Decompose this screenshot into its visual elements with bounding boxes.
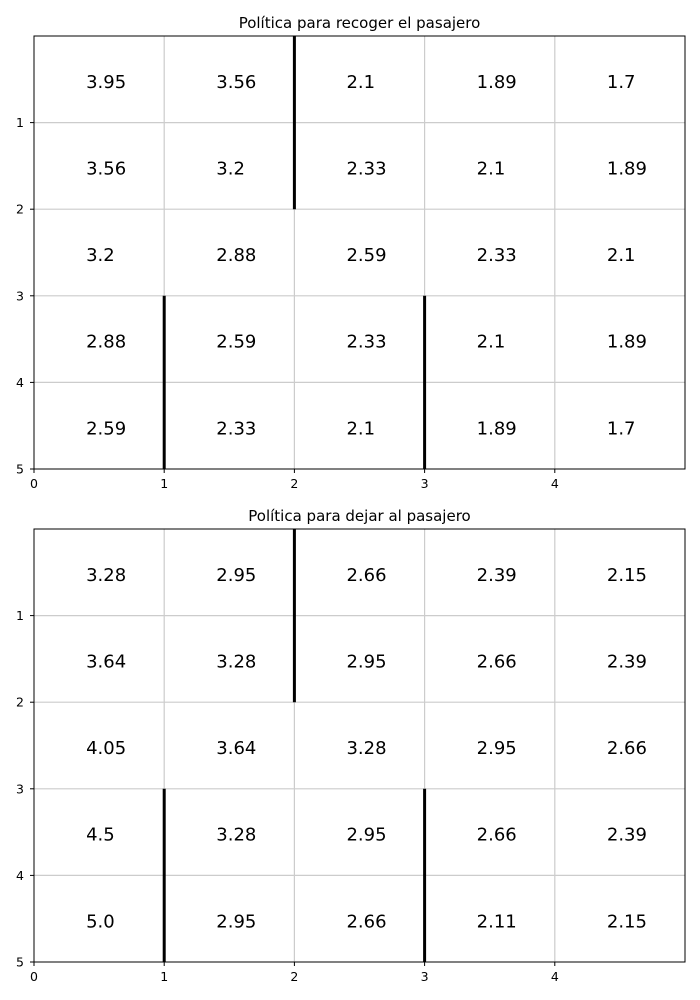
cell-value: 2.95 [346,825,386,846]
cell-value: 2.95 [216,911,256,932]
cell-value: 2.59 [216,332,256,353]
cell-value: 3.28 [216,651,256,672]
cell-value: 3.28 [86,565,126,586]
cell-value: 2.66 [477,825,517,846]
chart-title: Política para dejar al pasajero [248,507,470,525]
cell-value: 2.95 [346,651,386,672]
cell-value: 2.1 [346,72,375,93]
y-tick-label: 2 [16,202,24,217]
cell-value: 3.2 [86,245,115,266]
cell-value: 3.56 [86,158,126,179]
cell-value: 2.33 [216,418,256,439]
chart-title: Política para recoger el pasajero [239,14,481,32]
cell-value: 3.64 [86,651,126,672]
cell-value: 3.64 [216,738,256,759]
cell-value: 3.2 [216,158,245,179]
x-tick-label: 3 [421,476,429,491]
cell-value: 2.59 [346,245,386,266]
cell-value: 1.7 [607,72,636,93]
panel-dropoff-policy: Política para dejar al pasajero 0 1 2 3 4 1 2 3… [16,507,685,984]
x-tick-label: 0 [30,476,38,491]
cell-value: 2.59 [86,418,126,439]
x-tick-label: 4 [551,476,559,491]
y-tick-label: 2 [16,695,24,710]
x-tick-label: 0 [30,969,38,984]
cell-value: 2.66 [346,911,386,932]
x-tick-label: 2 [290,476,298,491]
cell-value: 5.0 [86,911,115,932]
cell-value: 2.88 [216,245,256,266]
x-tick-label: 2 [290,969,298,984]
cell-value: 2.66 [607,738,647,759]
cell-value: 2.95 [477,738,517,759]
cell-value: 2.1 [477,158,506,179]
cell-value: 3.56 [216,72,256,93]
cell-value: 2.33 [477,245,517,266]
cell-value: 2.15 [607,911,647,932]
cell-value: 2.1 [477,332,506,353]
y-tick-label: 5 [16,462,24,477]
y-tick-label: 1 [16,608,24,623]
cell-value: 2.33 [346,332,386,353]
cell-value: 1.7 [607,418,636,439]
cell-value: 2.66 [346,565,386,586]
cell-value: 2.39 [607,825,647,846]
x-tick-label: 4 [551,969,559,984]
cell-value: 2.1 [346,418,375,439]
cell-value: 2.66 [477,651,517,672]
cell-value: 1.89 [477,72,517,93]
cell-value: 1.89 [477,418,517,439]
cell-value: 2.33 [346,158,386,179]
cell-value: 3.95 [86,72,126,93]
cell-value: 4.5 [86,825,115,846]
y-tick-label: 4 [16,868,24,883]
cell-value: 2.15 [607,565,647,586]
cell-value: 1.89 [607,332,647,353]
cell-value: 2.88 [86,332,126,353]
y-tick-label: 3 [16,288,24,303]
cell-value: 4.05 [86,738,126,759]
cell-value: 2.39 [477,565,517,586]
x-tick-label: 1 [160,969,168,984]
y-tick-label: 4 [16,375,24,390]
x-tick-label: 1 [160,476,168,491]
y-tick-label: 1 [16,115,24,130]
y-tick-label: 5 [16,955,24,970]
cell-value: 3.28 [346,738,386,759]
cell-value: 2.39 [607,651,647,672]
cell-value: 2.95 [216,565,256,586]
cell-value: 1.89 [607,158,647,179]
cell-value: 2.1 [607,245,636,266]
x-tick-label: 3 [421,969,429,984]
panel-pickup-policy: Política para recoger el pasajero 0 1 2 3 4 1… [16,14,685,491]
cell-value: 3.28 [216,825,256,846]
cell-value: 2.11 [477,911,517,932]
y-tick-label: 3 [16,781,24,796]
